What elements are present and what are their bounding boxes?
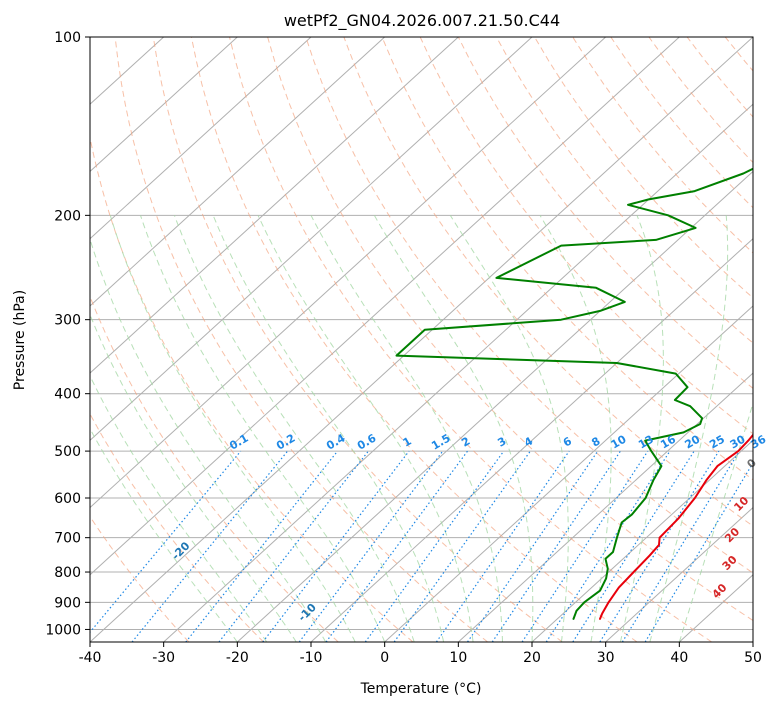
x-tick-label: -40 <box>79 650 102 666</box>
y-axis: 100 200 300 400 500 600 700 800 900 1000 <box>45 30 90 638</box>
y-tick-label: 800 <box>54 565 81 581</box>
temperature-line <box>599 433 753 620</box>
moist-adiabat-line <box>90 374 268 642</box>
isotherm-line <box>90 37 386 307</box>
isotherm-line <box>310 237 753 642</box>
moist-adiabat-line <box>90 313 297 642</box>
moist-adiabat-line <box>619 215 664 642</box>
isotherm-line <box>605 506 753 642</box>
background-lines <box>90 37 753 642</box>
isotherm-line <box>163 103 753 642</box>
y-tick-label: 500 <box>54 444 81 460</box>
moist-adiabat-line <box>310 215 503 642</box>
y-axis-label: Pressure (hPa) <box>12 290 28 390</box>
dry-adiabat-line <box>190 37 638 642</box>
moist-adiabat-line <box>212 215 445 642</box>
mixing-ratio-line <box>393 450 531 642</box>
y-tick-label: 900 <box>54 595 81 611</box>
isotherm-line <box>90 37 680 576</box>
dry-adiabat-line <box>534 37 753 299</box>
y-tick-label: 100 <box>54 30 81 46</box>
dry-adiabat-line <box>495 37 753 344</box>
moist-adiabat-line <box>140 215 386 642</box>
mixing-ratio-line <box>435 450 570 642</box>
y-tick-label: 700 <box>54 531 81 547</box>
dry-adiabat-line <box>457 37 753 389</box>
x-tick-label: -10 <box>300 650 323 666</box>
y-tick-label: 200 <box>54 208 81 224</box>
x-tick-label: 0 <box>380 650 389 666</box>
x-axis: -40 -30 -20 -10 0 10 20 30 40 50 <box>79 642 762 666</box>
mixing-ratio-line <box>131 450 289 642</box>
mixing-ratio-line <box>90 450 242 634</box>
chart-title: wetPf2_GN04.2026.007.21.50.C44 <box>284 11 560 31</box>
mixing-ratio-line <box>185 450 339 642</box>
isotherm-line <box>457 372 753 642</box>
x-tick-label: 10 <box>449 650 467 666</box>
dry-adiabat-line <box>229 37 712 642</box>
isotherm-line <box>236 170 753 642</box>
dry-adiabat-line <box>114 37 488 642</box>
isotherm-line <box>90 37 312 240</box>
isotherm-line <box>90 37 753 642</box>
moist-adiabat-line <box>90 237 327 642</box>
mixing-ratio-line <box>364 450 505 642</box>
mixing-ratio-line <box>218 450 369 642</box>
isotherm-line <box>90 37 533 442</box>
mixing-ratio-line <box>262 450 410 642</box>
dry-adiabat-line <box>305 37 753 574</box>
dewpoint-line <box>395 167 753 620</box>
dry-adiabat-line <box>419 37 753 435</box>
mixing-ratio-line <box>621 450 740 642</box>
x-tick-label: 30 <box>597 650 615 666</box>
moist-adiabat-line <box>257 215 474 642</box>
isotherm-line <box>531 439 753 642</box>
mixing-ratio-line <box>467 450 599 642</box>
moist-adiabat-line <box>449 215 569 642</box>
y-tick-label: 1000 <box>45 622 81 638</box>
series-layer <box>395 167 753 620</box>
y-tick-label: 600 <box>54 491 81 507</box>
moist-adiabat-line <box>539 215 612 642</box>
moist-adiabat-line <box>373 215 534 642</box>
dry-adiabat-line <box>343 37 753 527</box>
mixing-ratio-line <box>644 461 753 642</box>
dry-adiabat-line <box>90 412 264 642</box>
isotherm-line <box>90 37 607 509</box>
isotherm-line <box>90 37 459 374</box>
y-tick-label: 300 <box>54 313 81 329</box>
x-tick-label: 20 <box>523 650 541 666</box>
dry-adiabat-line <box>90 515 190 642</box>
mixing-ratio-line <box>572 450 695 642</box>
isotherm-line <box>384 305 753 642</box>
x-tick-label: -30 <box>152 650 175 666</box>
dry-adiabat-line <box>267 37 753 622</box>
mixing-ratio-line <box>599 450 720 642</box>
isotherm-line <box>90 37 238 173</box>
plot-frame <box>89 36 754 643</box>
x-axis-label: Temperature (°C) <box>360 681 482 697</box>
moist-adiabat-line <box>109 215 356 642</box>
y-tick-label: 400 <box>54 387 81 403</box>
dry-adiabat-line <box>90 135 414 642</box>
x-tick-label: 50 <box>744 650 762 666</box>
dry-adiabat-line <box>152 37 563 642</box>
x-tick-label: -20 <box>226 650 249 666</box>
x-tick-label: 40 <box>670 650 688 666</box>
